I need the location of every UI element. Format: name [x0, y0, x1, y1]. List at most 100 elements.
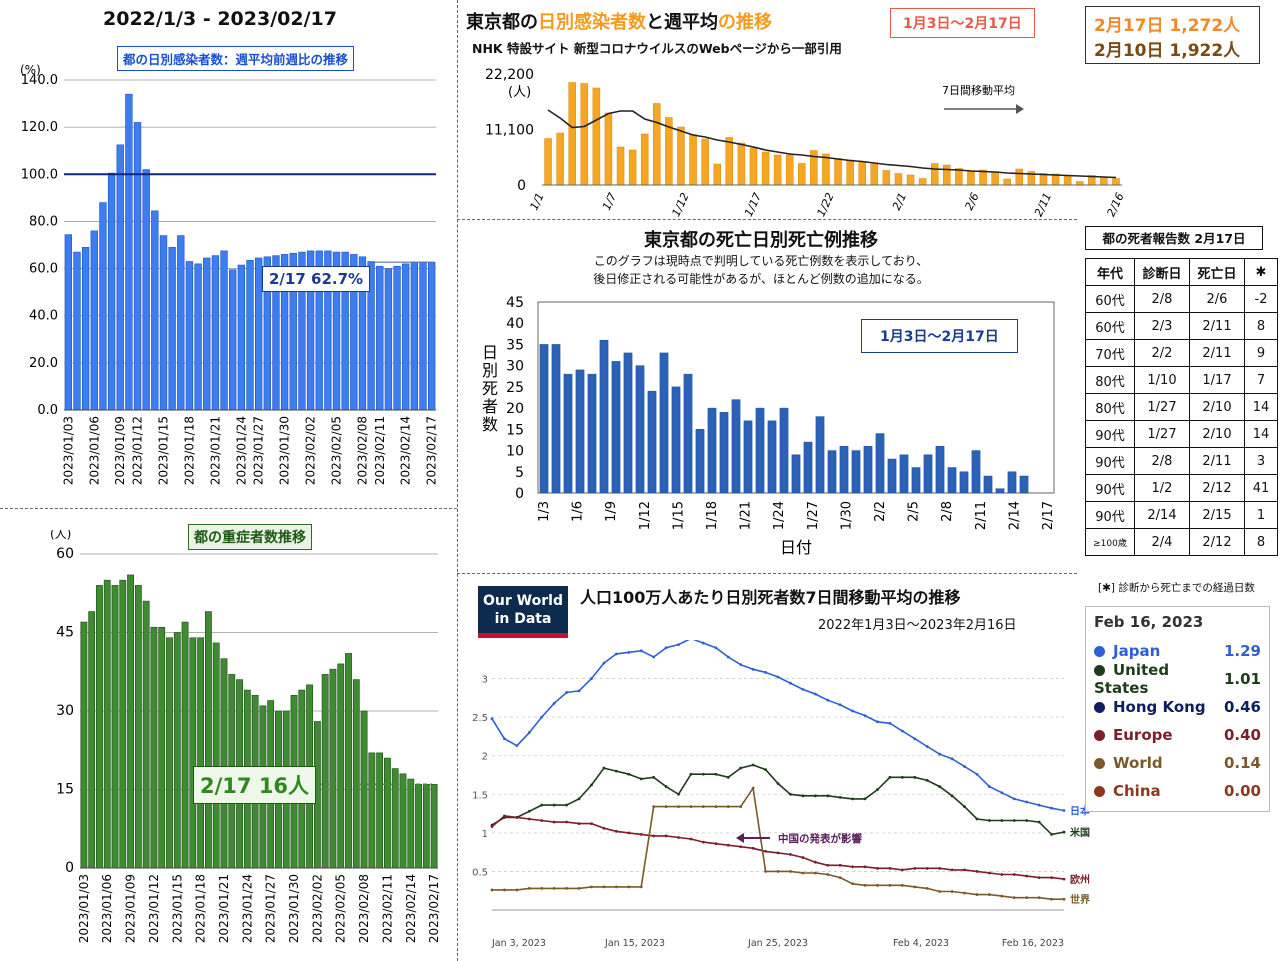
bar: [168, 247, 176, 411]
series-point: [639, 777, 643, 781]
series-point: [739, 805, 743, 809]
y-axis-label-char: 者: [482, 397, 498, 416]
x-tick-label: Jan 25, 2023: [747, 938, 808, 949]
annotation-arrowhead: [736, 833, 744, 843]
x-tick-label: 2/11: [1032, 191, 1054, 219]
bar: [96, 585, 103, 869]
bar: [858, 161, 866, 186]
ratio-chart-subtitle: 都の日別感染者数：週平均前週比の推移: [117, 46, 355, 71]
series-point: [913, 866, 917, 870]
bar: [875, 433, 885, 494]
bar: [1015, 168, 1024, 186]
bar: [181, 621, 189, 869]
series-point: [689, 772, 693, 776]
bar: [391, 768, 399, 869]
series-point: [1050, 897, 1053, 901]
series-point: [527, 817, 531, 821]
table-row: 60代 2/8 2/6 -2: [1085, 285, 1278, 313]
bar: [791, 454, 801, 494]
series-point: [1037, 820, 1041, 824]
x-tick-label: Feb 16, 2023: [1002, 938, 1064, 949]
series-line: [491, 815, 1065, 880]
bar: [415, 783, 422, 869]
series-point: [826, 794, 830, 798]
bar: [422, 783, 430, 869]
series-line: [491, 640, 1065, 812]
series-point: [789, 870, 792, 873]
series-point: [552, 887, 556, 890]
x-tick-label: 2023/02/11: [380, 874, 394, 943]
series-point: [876, 883, 879, 887]
bar: [103, 579, 111, 869]
x-tick-label: 1/15: [671, 501, 686, 530]
legend-value: 0.46: [1223, 698, 1261, 716]
table-cell: 2/11: [1189, 447, 1245, 475]
series-point: [925, 887, 929, 890]
table-cell: 1/27: [1134, 420, 1190, 448]
bar: [399, 773, 407, 869]
death-table-header: 死亡日: [1189, 258, 1245, 286]
series-point: [701, 641, 705, 645]
ratio-chart: 0.0 20.0 40.0 60.0 80.0 100.0 120.0 140.0(%) 202…: [20, 63, 439, 485]
series-point: [540, 887, 544, 890]
owid-legend-date: Feb 16, 2023: [1094, 613, 1204, 631]
bar: [337, 663, 345, 869]
x-tick-label: 2023/01/09: [113, 416, 127, 485]
y-axis-label-char: 死: [482, 379, 498, 398]
infections-period: 1月3日〜2月17日: [890, 8, 1035, 38]
divider-right-top: [457, 219, 1077, 220]
bar: [166, 637, 173, 869]
series-point: [677, 643, 680, 647]
bar: [116, 144, 124, 411]
owid-logo-line2: in Data: [494, 611, 552, 627]
series-point: [639, 833, 643, 836]
series-point: [963, 805, 966, 809]
bar: [111, 585, 119, 869]
series-point: [776, 675, 780, 679]
y-tick-label: 30: [506, 359, 524, 375]
table-cell: 1: [1244, 501, 1278, 529]
bar: [384, 268, 393, 411]
x-tick-label: 2023/01/15: [156, 416, 170, 485]
series-point: [975, 772, 979, 776]
series-point: [552, 803, 556, 807]
legend-dot-icon: [1094, 730, 1105, 741]
series-point: [503, 814, 506, 818]
x-tick-label: 1/6: [571, 501, 586, 522]
series-point: [726, 655, 730, 659]
bar: [197, 637, 205, 869]
bar: [689, 134, 697, 186]
series-point: [726, 843, 730, 847]
series-point: [515, 816, 519, 819]
bar: [194, 263, 202, 411]
series-label: 欧州: [1070, 873, 1090, 886]
series-point: [664, 805, 668, 809]
bar: [127, 574, 135, 869]
y-tick-label: 45: [506, 295, 524, 311]
series-point: [602, 766, 606, 770]
bar: [822, 153, 830, 186]
bar: [1075, 181, 1084, 186]
bar: [159, 235, 168, 411]
bar: [653, 103, 661, 186]
y-axis-label: (人): [50, 530, 71, 541]
y-tick-label: 0: [517, 178, 526, 194]
moving-average-line: [547, 109, 1117, 179]
bar: [73, 251, 81, 411]
severe-callout: 2/17 16人: [193, 766, 317, 804]
bar: [151, 210, 159, 411]
series-point: [987, 819, 991, 822]
series-point: [490, 825, 494, 829]
x-tick-label: 2023/01/24: [234, 416, 248, 485]
bar: [80, 621, 88, 869]
bar: [863, 446, 873, 494]
bar: [713, 163, 721, 186]
x-tick-label: 2/11: [974, 501, 989, 530]
bar: [419, 261, 427, 411]
y-tick-label: 0.0: [37, 403, 58, 418]
bar: [345, 653, 352, 869]
series-point: [739, 845, 743, 849]
left-header: 2022/1/3 - 2023/02/17: [103, 8, 337, 30]
series-point: [590, 822, 593, 825]
series-point: [925, 779, 929, 782]
